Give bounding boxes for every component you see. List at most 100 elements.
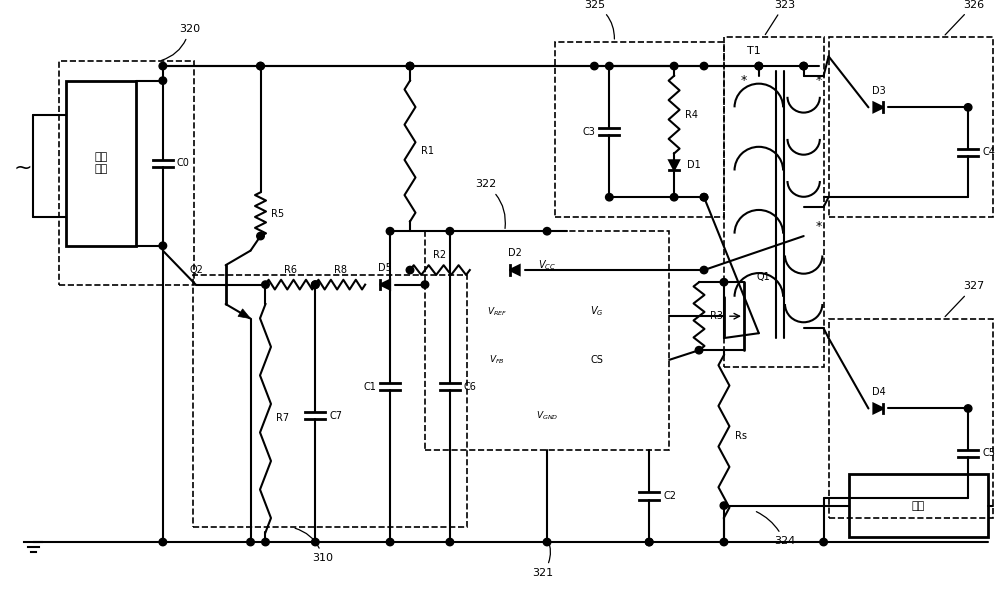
Text: CS: CS xyxy=(590,355,603,365)
Text: $V_{G}$: $V_{G}$ xyxy=(590,304,604,318)
Text: C4: C4 xyxy=(982,147,995,157)
Polygon shape xyxy=(510,265,520,275)
Circle shape xyxy=(755,62,763,70)
Text: 320: 320 xyxy=(162,24,200,60)
Text: Rs: Rs xyxy=(735,432,747,442)
Text: *: * xyxy=(815,74,822,87)
Text: R1: R1 xyxy=(421,146,434,156)
Bar xyxy=(193,275,467,527)
Text: C5: C5 xyxy=(982,448,995,458)
Circle shape xyxy=(406,266,414,274)
Text: 326: 326 xyxy=(945,0,984,35)
Text: *: * xyxy=(741,74,747,87)
Polygon shape xyxy=(238,309,251,318)
Polygon shape xyxy=(380,280,390,289)
Circle shape xyxy=(543,538,551,546)
Circle shape xyxy=(406,62,414,70)
Text: D2: D2 xyxy=(508,249,522,258)
Circle shape xyxy=(446,538,454,546)
Bar xyxy=(829,37,993,217)
Circle shape xyxy=(670,194,678,201)
Text: C1: C1 xyxy=(363,382,376,392)
Circle shape xyxy=(262,281,269,288)
Bar xyxy=(849,474,988,537)
Circle shape xyxy=(645,538,653,546)
Polygon shape xyxy=(669,160,679,170)
Text: 322: 322 xyxy=(475,179,505,229)
Text: 310: 310 xyxy=(295,528,333,564)
Circle shape xyxy=(421,281,429,288)
Text: *: * xyxy=(815,220,822,233)
Text: ~: ~ xyxy=(14,158,33,178)
Circle shape xyxy=(591,62,598,70)
Text: C0: C0 xyxy=(177,158,190,168)
Text: C7: C7 xyxy=(329,411,342,421)
Circle shape xyxy=(606,194,613,201)
Text: $V_{GND}$: $V_{GND}$ xyxy=(536,410,558,422)
Text: 325: 325 xyxy=(584,0,614,39)
Circle shape xyxy=(670,62,678,70)
Circle shape xyxy=(247,538,254,546)
Text: R8: R8 xyxy=(334,265,347,275)
Text: 反馈: 反馈 xyxy=(912,501,925,511)
Circle shape xyxy=(645,538,653,546)
Polygon shape xyxy=(873,102,883,112)
Text: C2: C2 xyxy=(663,491,676,501)
Circle shape xyxy=(386,538,394,546)
Circle shape xyxy=(720,502,728,509)
Text: D1: D1 xyxy=(687,160,701,170)
Polygon shape xyxy=(873,404,883,413)
Text: $V_{CC}$: $V_{CC}$ xyxy=(538,258,556,272)
Text: D3: D3 xyxy=(872,86,885,96)
Circle shape xyxy=(159,77,167,84)
Text: Q1: Q1 xyxy=(757,272,771,282)
Bar xyxy=(59,61,194,285)
Text: 327: 327 xyxy=(945,281,984,317)
Circle shape xyxy=(700,194,708,201)
Circle shape xyxy=(695,346,703,354)
Bar xyxy=(829,318,993,518)
Text: 321: 321 xyxy=(532,540,553,578)
Circle shape xyxy=(800,62,807,70)
Text: R7: R7 xyxy=(276,413,290,423)
Circle shape xyxy=(700,266,708,274)
Circle shape xyxy=(755,62,763,70)
Text: R3: R3 xyxy=(710,311,723,321)
Text: R2: R2 xyxy=(433,250,446,260)
Text: 整流
单元: 整流 单元 xyxy=(94,152,108,174)
Bar xyxy=(555,42,724,217)
Text: R6: R6 xyxy=(284,265,297,275)
Circle shape xyxy=(406,62,414,70)
Circle shape xyxy=(606,62,613,70)
Text: C6: C6 xyxy=(464,382,477,392)
Circle shape xyxy=(800,62,807,70)
Circle shape xyxy=(720,278,728,286)
Text: 324: 324 xyxy=(756,511,795,546)
Circle shape xyxy=(820,538,827,546)
Circle shape xyxy=(700,194,708,201)
Text: D4: D4 xyxy=(872,387,885,397)
Text: C3: C3 xyxy=(583,127,595,137)
Circle shape xyxy=(312,281,319,288)
Text: 323: 323 xyxy=(765,0,795,34)
Circle shape xyxy=(386,227,394,235)
Circle shape xyxy=(159,538,167,546)
Circle shape xyxy=(312,281,319,288)
Circle shape xyxy=(700,62,708,70)
Text: D5: D5 xyxy=(378,263,392,273)
Circle shape xyxy=(257,62,264,70)
Circle shape xyxy=(720,538,728,546)
Circle shape xyxy=(964,405,972,412)
Text: $V_{REF}$: $V_{REF}$ xyxy=(487,305,507,317)
Circle shape xyxy=(257,62,264,70)
Circle shape xyxy=(446,227,454,235)
Text: R5: R5 xyxy=(271,209,285,219)
Text: Q2: Q2 xyxy=(190,265,204,275)
Circle shape xyxy=(543,227,551,235)
Circle shape xyxy=(159,242,167,249)
Text: R4: R4 xyxy=(685,110,698,120)
Bar xyxy=(425,231,669,450)
Circle shape xyxy=(159,62,167,70)
Circle shape xyxy=(262,538,269,546)
Circle shape xyxy=(312,538,319,546)
